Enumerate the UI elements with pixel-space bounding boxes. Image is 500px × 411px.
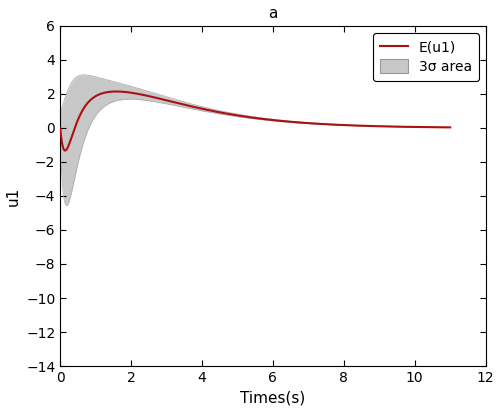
X-axis label: Times(s): Times(s) xyxy=(240,390,306,405)
Legend: E(u1), 3σ area: E(u1), 3σ area xyxy=(373,33,478,81)
Y-axis label: u1: u1 xyxy=(6,186,20,206)
Title: a: a xyxy=(268,6,278,21)
